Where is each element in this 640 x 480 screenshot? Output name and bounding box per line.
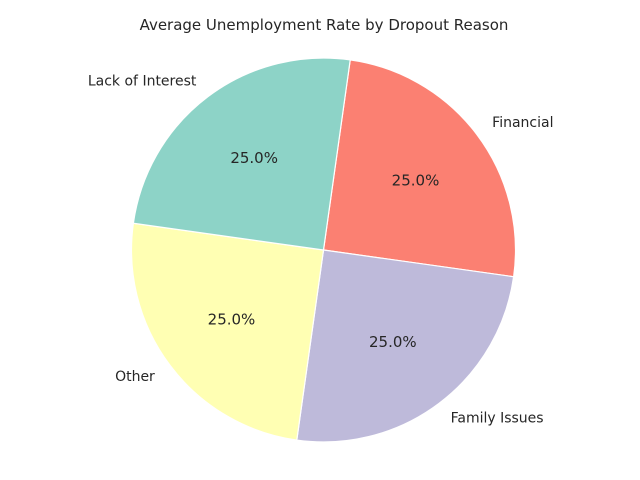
- pie-slice-financial: [322, 59, 517, 278]
- percent-label-lack-of-interest: 25.0%: [230, 149, 278, 167]
- pie-slices: [130, 57, 517, 443]
- chart-title: Average Unemployment Rate by Dropout Rea…: [140, 16, 509, 34]
- slice-label-financial: Financial: [492, 115, 553, 131]
- slice-label-other: Other: [115, 369, 155, 385]
- slice-label-family-issues: Family Issues: [451, 411, 544, 427]
- percent-label-family-issues: 25.0%: [369, 333, 417, 351]
- pie-slice-family-issues: [296, 249, 515, 443]
- percent-label-financial: 25.0%: [392, 172, 440, 190]
- pie-slice-lack-of-interest: [132, 57, 351, 251]
- pie-labels: Financial 25.0% Family Issues 25.0% Other 25.…: [88, 73, 554, 426]
- percent-label-other: 25.0%: [208, 310, 256, 328]
- pie-slice-other: [130, 222, 325, 441]
- slice-label-lack-of-interest: Lack of Interest: [88, 73, 197, 89]
